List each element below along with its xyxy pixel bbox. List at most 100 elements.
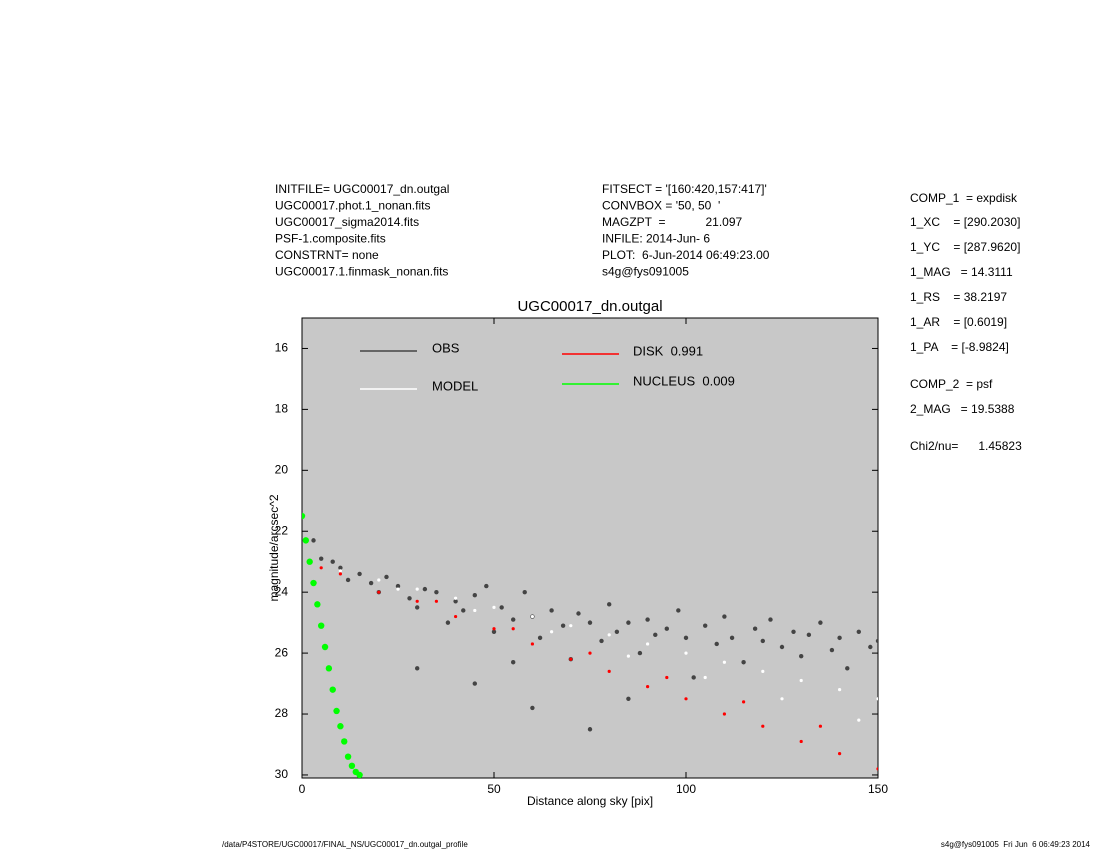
point <box>587 620 593 625</box>
point <box>829 647 835 653</box>
info-middle: INFILE: 2014-Jun- 6 <box>602 232 710 246</box>
info-right: 2_MAG = 19.5388 <box>910 402 1015 416</box>
point <box>614 629 620 634</box>
point <box>626 620 631 625</box>
info-left: CONSTRNT= none <box>275 248 379 262</box>
info-middle: PLOT: 6-Jun-2014 06:49:23.00 <box>602 248 770 262</box>
point <box>492 605 496 610</box>
point <box>646 642 650 646</box>
chart-title: UGC00017_dn.outgal <box>517 298 662 315</box>
point <box>415 587 419 591</box>
point <box>338 572 342 576</box>
point <box>415 605 420 610</box>
point <box>588 651 592 655</box>
point <box>569 657 573 661</box>
point <box>368 580 374 586</box>
point <box>530 642 535 646</box>
point <box>407 596 412 601</box>
point <box>856 629 861 634</box>
point <box>691 675 696 680</box>
point <box>665 675 669 680</box>
point <box>344 753 352 760</box>
point <box>415 599 419 603</box>
y-axis-label: magnitude/arcsec^2 <box>267 494 281 601</box>
y-tick-label: 30 <box>275 767 289 781</box>
info-right: 1_YC = [287.9620] <box>910 240 1020 254</box>
point <box>876 697 878 701</box>
point <box>302 512 306 520</box>
point <box>311 538 316 543</box>
plot-area <box>301 317 879 779</box>
x-tick-label: 100 <box>676 782 696 796</box>
point <box>868 644 873 650</box>
point <box>491 629 497 634</box>
point <box>626 654 631 658</box>
point <box>576 611 581 616</box>
point <box>499 605 504 610</box>
info-right: 1_PA = [-8.9824] <box>910 340 1009 354</box>
info-middle: FITSECT = '[160:420,157:417]' <box>602 182 767 196</box>
point <box>348 762 356 770</box>
point <box>321 643 329 651</box>
marks <box>302 512 878 778</box>
point <box>760 638 765 644</box>
legend-label: DISK 0.991 <box>633 343 703 358</box>
point <box>341 738 348 745</box>
point <box>645 617 650 622</box>
point <box>338 565 343 571</box>
info-left: UGC00017.1.finmask_nonan.fits <box>275 265 448 279</box>
point <box>599 638 604 644</box>
point <box>845 666 850 671</box>
point <box>484 583 489 589</box>
point <box>338 569 342 573</box>
info-left: INITFILE= UGC00017_dn.outgal <box>275 182 449 196</box>
point <box>377 590 381 594</box>
point <box>653 632 658 638</box>
info-right: Chi2/nu= 1.45823 <box>910 439 1022 453</box>
point <box>729 635 735 641</box>
point <box>761 724 765 728</box>
point <box>357 571 362 577</box>
point <box>637 650 643 656</box>
point <box>511 627 515 631</box>
point <box>511 617 516 622</box>
point <box>396 587 400 591</box>
point <box>722 660 727 664</box>
footer-stamp: s4g@fys091005 Fri Jun 6 06:49:23 2014 <box>941 840 1091 849</box>
point <box>684 651 688 655</box>
info-middle: CONVBOX = '50, 50 ' <box>602 199 720 213</box>
point <box>626 696 631 701</box>
y-tick-label: 20 <box>275 462 289 476</box>
point <box>587 727 593 732</box>
point <box>703 623 708 628</box>
point <box>607 633 611 637</box>
point <box>607 602 612 607</box>
legend-label: OBS <box>432 340 460 355</box>
legend-label: NUCLEUS 0.009 <box>633 373 735 388</box>
point <box>569 624 573 628</box>
point <box>780 697 784 701</box>
point <box>806 632 812 638</box>
point <box>356 771 363 778</box>
point <box>560 623 566 628</box>
footer-path: /data/P4STORE/UGC00017/FINAL_NS/UGC00017… <box>222 840 468 849</box>
point <box>329 686 336 693</box>
point <box>454 614 458 619</box>
point <box>453 599 458 604</box>
legend-label: MODEL <box>432 378 478 393</box>
point <box>876 767 878 771</box>
point <box>857 718 861 722</box>
x-axis-label: Distance along sky [pix] <box>527 794 653 808</box>
x-tick-label: 150 <box>868 782 888 796</box>
point <box>768 617 773 622</box>
point <box>752 626 758 631</box>
point <box>415 666 420 671</box>
point <box>714 641 719 647</box>
y-tick-label: 28 <box>275 706 289 720</box>
info-right: 1_XC = [290.2030] <box>910 215 1020 229</box>
point <box>875 638 878 644</box>
point <box>683 635 689 641</box>
point <box>318 622 325 629</box>
point <box>422 586 428 592</box>
